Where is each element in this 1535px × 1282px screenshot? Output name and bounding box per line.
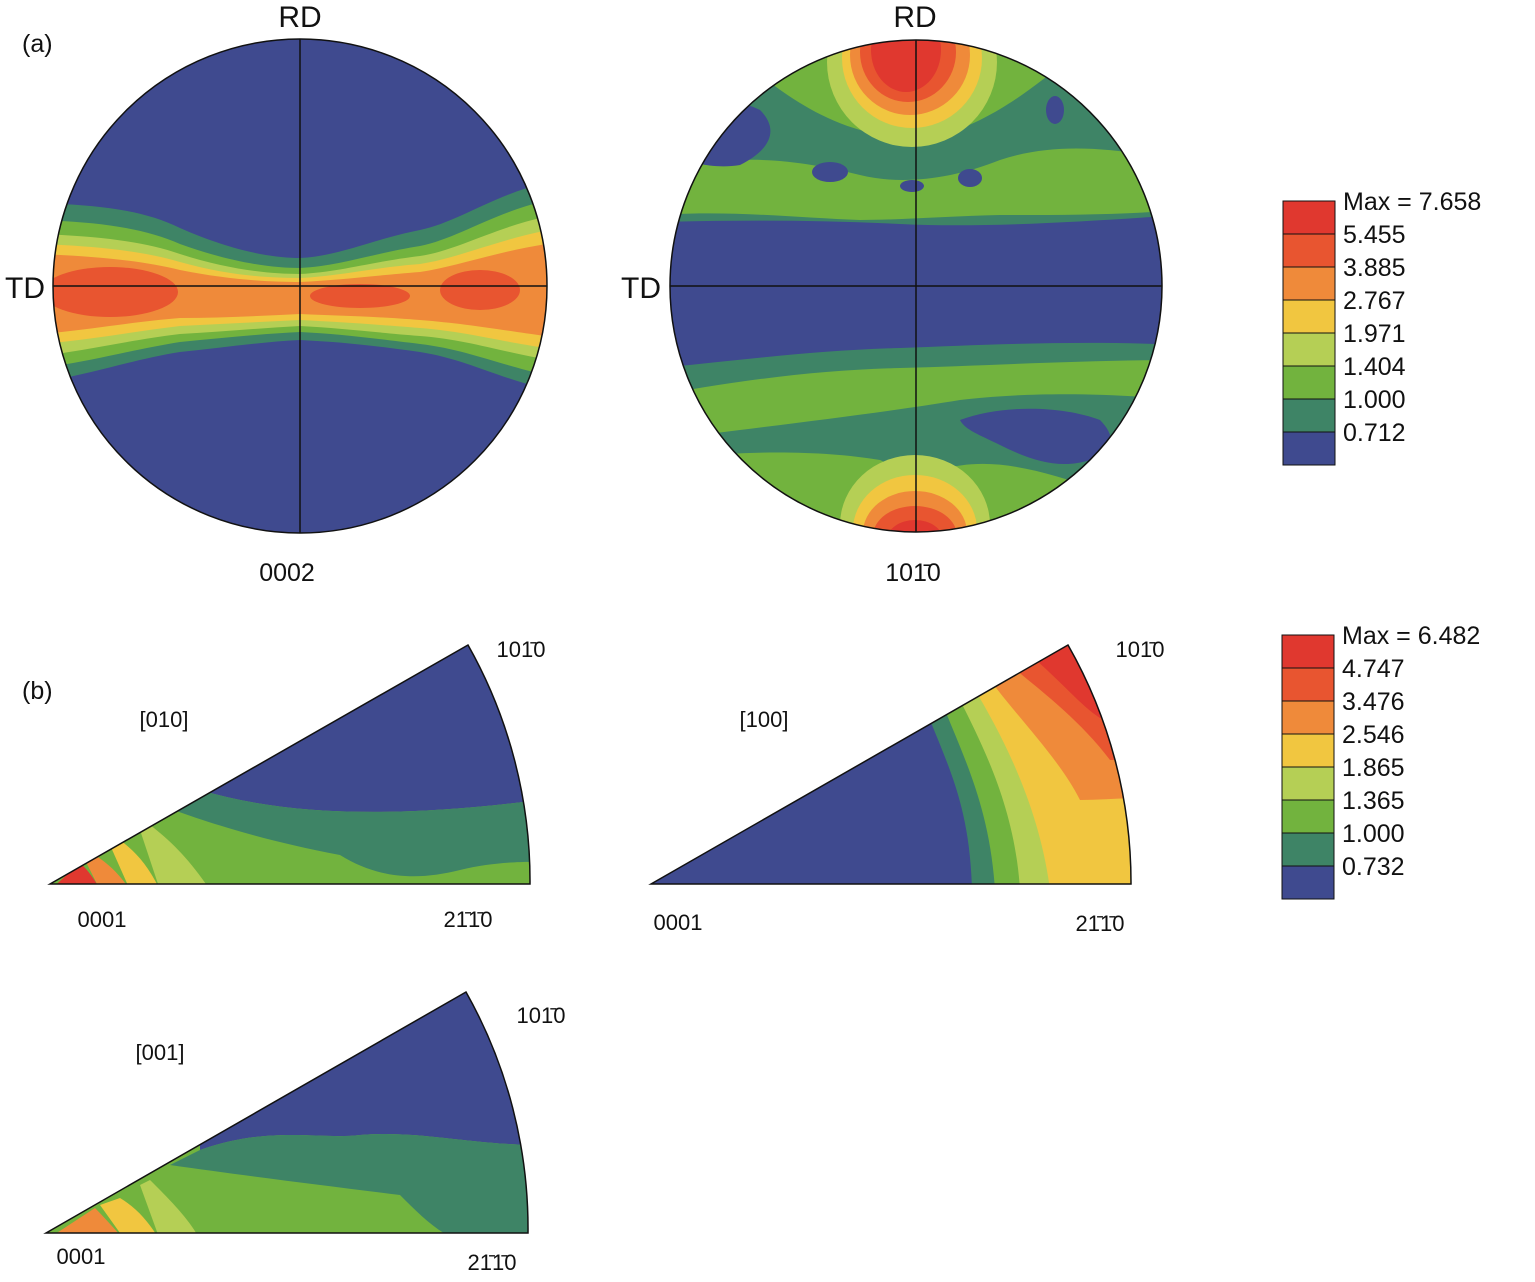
ipf3-blue xyxy=(200,992,529,1150)
ipf2-corner-top: 101̄0 xyxy=(1116,637,1165,662)
legend-b-level-label: 2.546 xyxy=(1342,721,1405,749)
pf2-blue-spot4 xyxy=(1046,96,1064,124)
legend-a-swatch-0 xyxy=(1282,200,1336,235)
legend-b-level-label: 3.476 xyxy=(1342,688,1405,716)
legend-a-level-label: 1.404 xyxy=(1343,353,1406,381)
pf2-bot-orangered xyxy=(873,506,957,532)
legend-a-swatch-3 xyxy=(1282,299,1336,334)
ipf1-teal xyxy=(160,790,531,877)
legend-b-level-label: 1.000 xyxy=(1342,820,1405,848)
legend-a-swatch-4 xyxy=(1282,332,1336,367)
ipf1-lightgreen xyxy=(140,825,210,884)
legend-a-max-label: Max = 7.658 xyxy=(1343,188,1481,216)
legend-b-swatch-6 xyxy=(1281,832,1335,867)
pf1-caption: 0002 xyxy=(259,559,315,587)
ipf-010: [010] 0001 101̄0 21̄1̄0 xyxy=(47,637,546,932)
ipf1-outline xyxy=(47,643,531,885)
legend-a-swatch-7 xyxy=(1282,431,1336,466)
legend-a-swatch-1 xyxy=(1282,233,1336,268)
legend-a-level-label: 0.712 xyxy=(1343,419,1406,447)
legend-a-level-label: 2.767 xyxy=(1343,287,1406,315)
pf2-blue-spot3 xyxy=(958,169,982,187)
ipf2-outline xyxy=(648,643,1132,885)
ipf3-teal xyxy=(170,1133,529,1233)
pf2-blue-upperleft xyxy=(670,101,771,167)
legend-b-swatch-4 xyxy=(1281,766,1335,801)
ipf1-corner-top: 101̄0 xyxy=(497,637,546,662)
pf2-blue-spot1 xyxy=(812,162,848,182)
ipf3-corner-right: 21̄1̄0 xyxy=(468,1250,517,1275)
ipf2-direction: [100] xyxy=(740,707,789,732)
pf2-blue-lowerright xyxy=(960,408,1111,465)
ipf3-lightgreen xyxy=(140,1180,200,1233)
legend-b-max-label: Max = 6.482 xyxy=(1342,622,1480,650)
pf2-td-label: TD xyxy=(621,272,661,305)
ipf3-orange xyxy=(46,1208,125,1233)
legend-a-level-label: 3.885 xyxy=(1343,254,1406,282)
legend-a: Max = 7.658 5.455 3.885 2.767 1.971 1.404 1.00… xyxy=(1282,188,1481,466)
ipf2-corner-origin: 0001 xyxy=(654,910,703,935)
pf2-bot-orange xyxy=(863,491,967,532)
legend-b-swatch-1 xyxy=(1281,667,1335,702)
ipf3-corner-origin: 0001 xyxy=(57,1244,106,1269)
pf1-max-right xyxy=(440,270,520,310)
pf1-max-left xyxy=(53,267,178,317)
legend-b-swatch-0 xyxy=(1281,634,1335,669)
pf2-caption: 101̄0 xyxy=(885,559,941,587)
ipf1-corner-origin: 0001 xyxy=(78,907,127,932)
pole-figure-10-10: RD TD 101̄0 xyxy=(621,1,1163,587)
legend-a-level-label: 1.971 xyxy=(1343,320,1406,348)
ipf-001: [001] 0001 101̄0 21̄1̄0 xyxy=(43,990,566,1275)
ipf1-blue xyxy=(200,645,531,812)
pf2-green-lower xyxy=(670,360,1162,440)
legend-b-swatch-2 xyxy=(1281,700,1335,735)
ipf1-yellow xyxy=(110,840,160,884)
legend-b-swatch-3 xyxy=(1281,733,1335,768)
legend-b-level-label: 1.865 xyxy=(1342,754,1405,782)
pf2-top-red xyxy=(871,40,941,92)
legend-b-level-label: 0.732 xyxy=(1342,853,1405,881)
ipf3-yellow xyxy=(100,1198,160,1233)
legend-b-level-label: 1.365 xyxy=(1342,787,1405,815)
ipf3-direction: [001] xyxy=(136,1040,185,1065)
legend-a-level-label: 1.000 xyxy=(1343,386,1406,414)
ipf3-outline xyxy=(43,990,529,1234)
ipf1-corner-right: 21̄1̄0 xyxy=(444,907,493,932)
pf1-td-label: TD xyxy=(5,272,45,305)
pf1-rd-label: RD xyxy=(278,1,321,34)
ipf2-corner-right: 21̄1̄0 xyxy=(1076,911,1125,936)
panel-b-tag: (b) xyxy=(22,677,53,705)
ipf1-orange xyxy=(85,855,130,884)
legend-b-swatch-5 xyxy=(1281,799,1335,834)
pf2-rd-label: RD xyxy=(893,1,936,34)
pf2-bot-red xyxy=(887,520,943,532)
ipf-100: [100] 0001 101̄0 21̄1̄0 xyxy=(648,637,1165,936)
pf2-blue-spot2 xyxy=(900,180,924,192)
legend-a-swatch-5 xyxy=(1282,365,1336,400)
panel-a-tag: (a) xyxy=(22,30,53,58)
ipf1-direction: [010] xyxy=(140,707,189,732)
legend-b-swatch-7 xyxy=(1281,865,1335,900)
legend-b: Max = 6.482 4.747 3.476 2.546 1.865 1.365 1.00… xyxy=(1281,622,1480,900)
pole-figure-0002: RD TD 0002 xyxy=(5,1,548,587)
legend-b-level-label: 4.747 xyxy=(1342,655,1405,683)
legend-a-swatch-2 xyxy=(1282,266,1336,301)
pf2-blue-center xyxy=(670,215,1162,368)
legend-a-swatch-6 xyxy=(1282,398,1336,433)
ipf3-corner-top: 101̄0 xyxy=(517,1003,566,1028)
pf1-max-mid xyxy=(310,284,410,308)
legend-a-level-label: 5.455 xyxy=(1343,221,1406,249)
